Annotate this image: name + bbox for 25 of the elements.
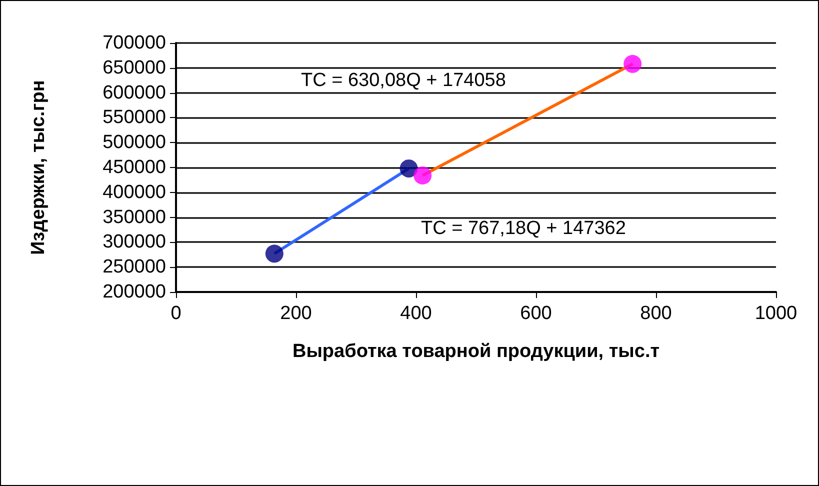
y-tick-label: 600000: [102, 82, 166, 104]
y-tick-label: 250000: [102, 256, 166, 278]
y-tick-label: 350000: [102, 206, 166, 228]
x-tick-label: 400: [400, 303, 432, 324]
point: [414, 166, 432, 184]
x-axis-title: Выработка товарной продукции, тыс.т: [292, 341, 660, 362]
y-tick-label: 550000: [102, 107, 166, 128]
x-tick-label: 1000: [754, 303, 798, 324]
y-tick-label: 200000: [102, 282, 166, 302]
point: [265, 244, 284, 263]
y-tick-label: 400000: [102, 182, 166, 203]
y-tick-label: 500000: [102, 132, 166, 154]
y-tick-label: 650000: [102, 57, 166, 78]
point: [624, 54, 642, 73]
x-tick-label: 200: [280, 303, 312, 324]
y-tick-label: 700000: [102, 32, 166, 54]
annotation: TC = 630,08Q + 174058: [301, 70, 506, 91]
y-tick-label: 450000: [102, 157, 166, 178]
x-tick-label: 600: [520, 303, 552, 324]
point: [400, 160, 418, 178]
annotation: TC = 767,18Q + 147362: [421, 218, 626, 239]
x-tick-label: 0: [170, 303, 182, 324]
x-tick-label: 800: [640, 303, 672, 324]
y-axis-title: Издержки, тыс.грн: [28, 80, 49, 255]
y-tick-label: 300000: [102, 232, 166, 253]
